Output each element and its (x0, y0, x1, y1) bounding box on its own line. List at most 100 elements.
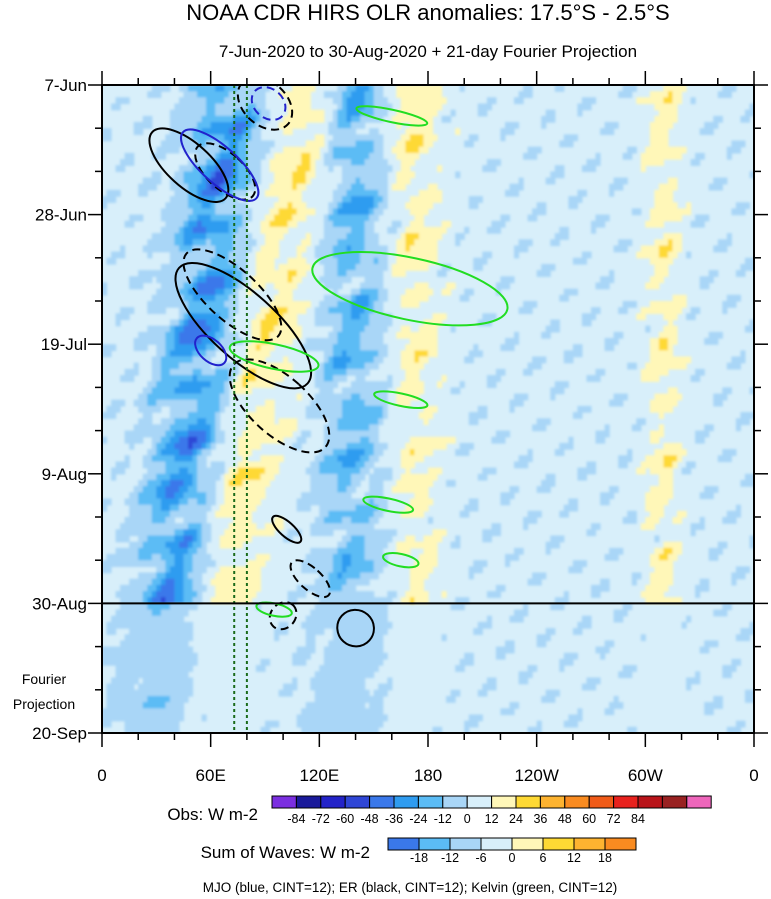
heatmap-cell (369, 393, 375, 401)
heatmap-cell (192, 560, 198, 567)
heatmap-cell (174, 554, 180, 561)
heatmap-cell (188, 220, 194, 228)
heatmap-cell (251, 424, 257, 432)
heatmap-cell (197, 103, 203, 111)
heatmap-cell (197, 344, 203, 351)
heatmap-cell (572, 134, 578, 142)
heatmap-cell (278, 196, 284, 203)
heatmap-cell (215, 467, 221, 475)
heatmap-cell (654, 239, 660, 247)
heatmap-cell (645, 375, 651, 382)
heatmap-cell (237, 584, 243, 592)
heatmap-cell (645, 97, 651, 105)
heatmap-cell (378, 356, 384, 364)
heatmap-cell (197, 196, 203, 203)
heatmap-cell (319, 307, 325, 314)
heatmap-cell (409, 584, 415, 592)
heatmap-cell (604, 584, 610, 592)
heatmap-cell (409, 109, 415, 117)
heatmap-cell (437, 85, 443, 92)
heatmap-cell (328, 381, 334, 388)
heatmap-cell (224, 338, 230, 345)
heatmap-cell (242, 368, 248, 376)
heatmap-cell (351, 338, 357, 345)
heatmap-cell (663, 393, 669, 401)
heatmap-cell (174, 196, 180, 203)
heatmap-cell (717, 91, 723, 98)
heatmap-cell (188, 492, 194, 500)
heatmap-cell (658, 572, 664, 580)
heatmap-cell (672, 356, 678, 364)
heatmap-cell (310, 140, 316, 148)
heatmap-cell (201, 208, 207, 216)
heatmap-cell (147, 122, 153, 129)
heatmap-cell (237, 473, 243, 481)
heatmap-cell (645, 368, 651, 376)
heatmap-cell (179, 510, 185, 518)
heatmap-cell (423, 134, 429, 142)
heatmap-cell (237, 233, 243, 240)
heatmap-cell (514, 399, 520, 407)
heatmap-cell (369, 418, 375, 426)
heatmap-cell (400, 350, 406, 358)
heatmap-cell (418, 412, 424, 419)
heatmap-cell (364, 523, 370, 530)
heatmap-cell (328, 313, 334, 321)
heatmap-cell (228, 109, 234, 117)
heatmap-cell (346, 436, 352, 444)
heatmap-cell (255, 91, 261, 98)
heatmap-cell (518, 177, 524, 185)
heatmap-cell (201, 344, 207, 351)
heatmap-cell (554, 171, 560, 179)
heatmap-cell (663, 368, 669, 376)
heatmap-cell (242, 159, 248, 166)
heatmap-cell (708, 270, 714, 277)
heatmap-cell (233, 220, 239, 228)
heatmap-cell (328, 350, 334, 358)
heatmap-cell (332, 159, 338, 166)
heatmap-cell (690, 375, 696, 382)
heatmap-cell (351, 325, 357, 333)
heatmap-cell (269, 189, 275, 197)
heatmap-cell (332, 517, 338, 524)
heatmap-cell (160, 288, 166, 296)
heatmap-cell (749, 264, 754, 271)
heatmap-cell (473, 498, 479, 506)
heatmap-cell (147, 387, 153, 395)
heatmap-cell (192, 307, 198, 314)
heatmap-cell (283, 152, 289, 160)
heatmap-cell (323, 220, 329, 228)
heatmap-cell (246, 473, 252, 481)
heatmap-cell (672, 109, 678, 117)
heatmap-cell (591, 165, 597, 172)
heatmap-cell (237, 381, 243, 388)
heatmap-cell (668, 325, 674, 333)
heatmap-cell (251, 103, 257, 111)
heatmap-cell (618, 91, 624, 98)
heatmap-cell (305, 103, 311, 111)
heatmap-cell (409, 220, 415, 228)
heatmap-cell (301, 202, 307, 210)
heatmap-cell (441, 115, 447, 123)
heatmap-cell (197, 233, 203, 240)
heatmap-cell (183, 517, 189, 524)
heatmap-cell (464, 288, 470, 296)
heatmap-cell (133, 486, 139, 493)
heatmap-cell (668, 307, 674, 314)
heatmap-cell (296, 171, 302, 179)
heatmap-cell (151, 177, 157, 185)
heatmap-cell (405, 362, 411, 370)
heatmap-cell (265, 344, 271, 351)
heatmap-cell (319, 504, 325, 512)
heatmap-cell (160, 547, 166, 555)
heatmap-cell (169, 467, 175, 475)
heatmap-cell (160, 461, 166, 469)
heatmap-cell (378, 140, 384, 148)
heatmap-cell (260, 109, 266, 117)
heatmap-cell (405, 251, 411, 259)
heatmap-cell (332, 226, 338, 234)
heatmap-cell (328, 473, 334, 481)
heatmap-cell (382, 183, 388, 191)
heatmap-cell (124, 430, 130, 438)
heatmap-cell (165, 202, 171, 210)
